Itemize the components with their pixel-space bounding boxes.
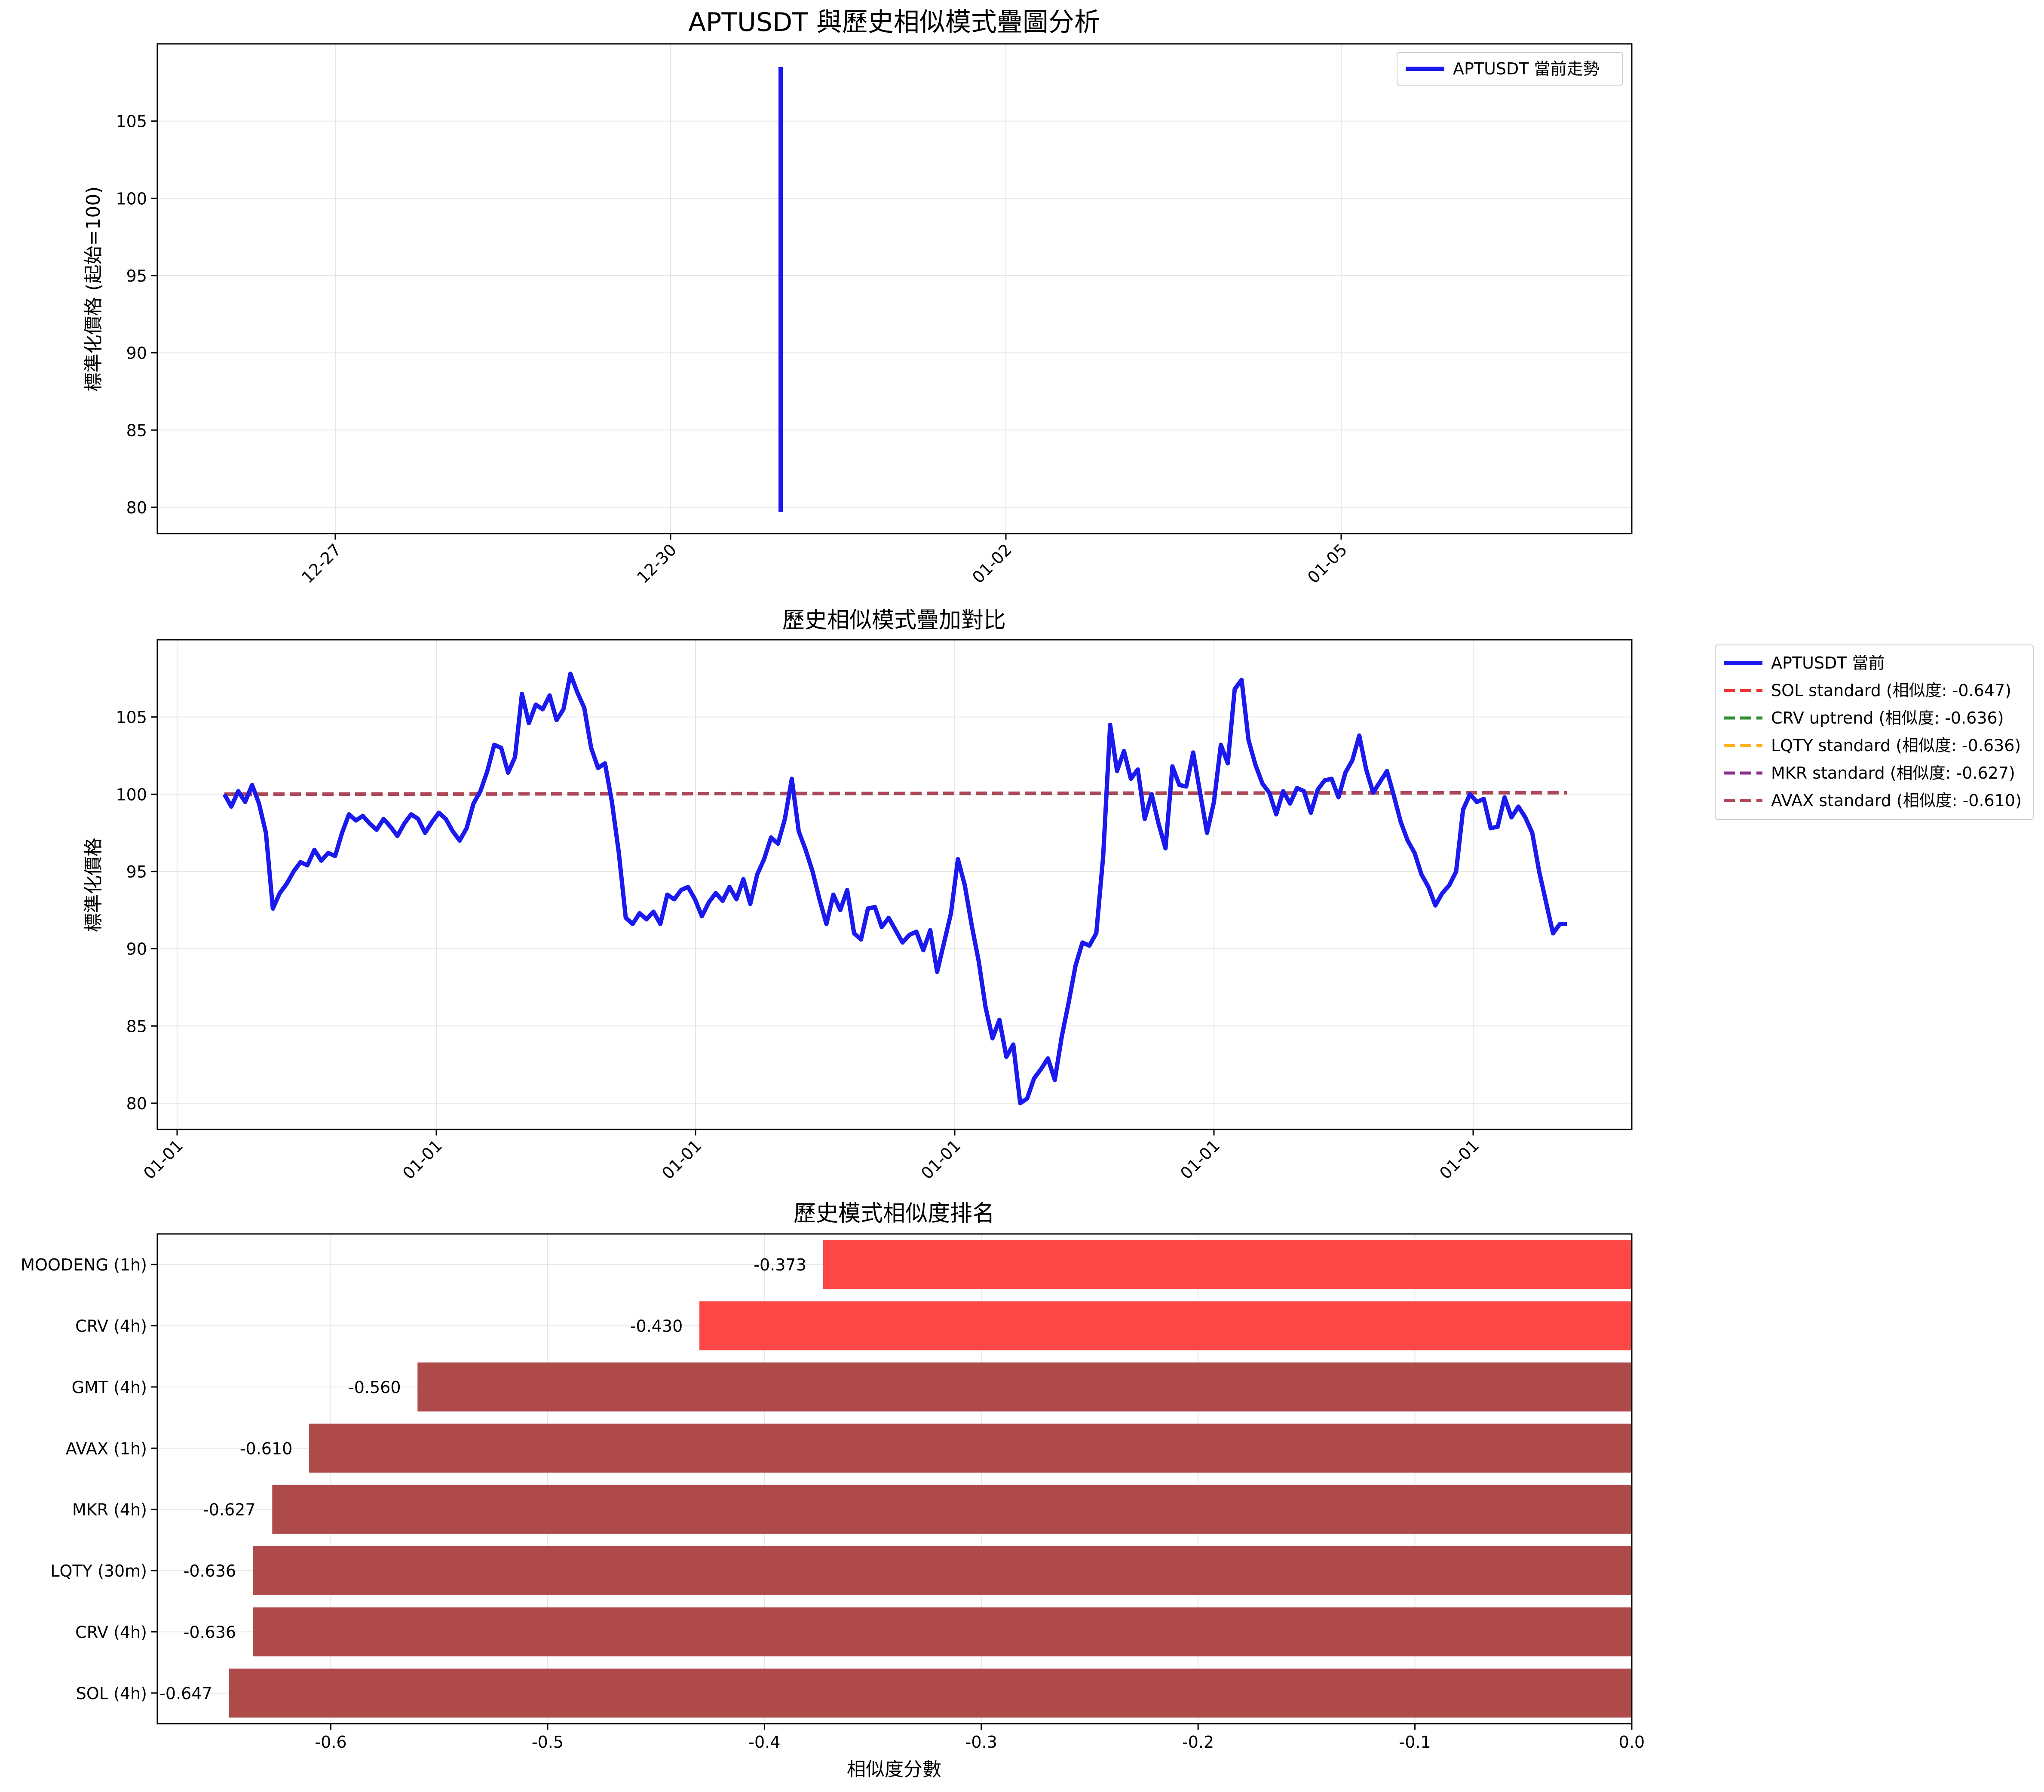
top-chart-y-tick-label: 80 — [126, 498, 147, 517]
top-chart-legend-box — [1397, 52, 1623, 86]
bottom-chart-bar-value-label: -0.636 — [184, 1623, 236, 1642]
middle-chart-legend-box — [1715, 644, 2034, 820]
bottom-chart-bar — [252, 1607, 1632, 1657]
middle-chart-y-tick-label: 80 — [126, 1094, 147, 1113]
top-chart: 12-27 12-30 01-02 01-05 80 85 90 95 100 105 標準化價格… — [83, 43, 1633, 587]
bottom-chart-x-tick-label: 0.0 — [1619, 1733, 1645, 1752]
middle-chart-x-tick-label: 01-01 — [1177, 1136, 1223, 1183]
bottom-chart-bar — [309, 1424, 1632, 1473]
bottom-chart-y-tick-label: MKR (4h) — [72, 1500, 147, 1519]
bottom-chart-bar — [699, 1301, 1632, 1350]
middle-chart-legend-label: APTUSDT 當前 — [1771, 654, 1885, 672]
top-chart-frame — [156, 43, 1633, 534]
middle-chart-legend: APTUSDT 當前 SOL standard (相似度: -0.647) CRV … — [1715, 644, 2034, 820]
middle-chart-x-tick-label: 01-01 — [917, 1136, 964, 1183]
bottom-chart: 歷史模式相似度排名 -0.373 -0.430 -0.560 -0.610 -0.627… — [21, 1201, 1645, 1780]
middle-chart-y-axis-label: 標準化價格 — [83, 838, 104, 932]
top-chart-x-tick-label: 12-27 — [298, 540, 345, 587]
bottom-chart-bar-value-label: -0.430 — [630, 1317, 683, 1336]
bottom-chart-x-tick-label: -0.1 — [1399, 1733, 1431, 1752]
bottom-chart-y-tick-label: AVAX (1h) — [66, 1439, 147, 1458]
middle-chart-y-tick-label: 90 — [126, 940, 147, 959]
middle-chart-series-line-5 — [224, 791, 1567, 796]
bottom-chart-bar — [823, 1240, 1632, 1289]
middle-chart: 歷史相似模式疊加對比 01-01 01-01 01-01 01-01 01-01 01-0… — [83, 608, 2034, 1183]
bottom-chart-bar-value-label: -0.627 — [203, 1500, 256, 1519]
bottom-chart-bar — [272, 1485, 1632, 1534]
top-chart-y-tick-label: 105 — [116, 112, 147, 131]
bottom-chart-x-tick-label: -0.2 — [1182, 1733, 1214, 1752]
bottom-chart-y-tick-label: CRV (4h) — [75, 1317, 147, 1336]
middle-chart-frame — [156, 639, 1633, 1130]
middle-chart-y-tick-label: 95 — [126, 862, 147, 881]
top-chart-x-tick-label: 01-05 — [1304, 540, 1351, 587]
top-chart-legend-label: APTUSDT 當前走勢 — [1453, 59, 1600, 78]
middle-chart-legend-label: AVAX standard (相似度: -0.610) — [1771, 791, 2022, 810]
middle-chart-legend-label: CRV uptrend (相似度: -0.636) — [1771, 709, 2004, 727]
bottom-chart-bar — [417, 1362, 1632, 1412]
top-chart-y-tick-label: 90 — [126, 344, 147, 363]
middle-chart-y-tick-label: 85 — [126, 1017, 147, 1036]
bottom-chart-y-tick-label: LQTY (30m) — [50, 1562, 147, 1580]
bottom-chart-bar-value-label: -0.560 — [348, 1378, 401, 1397]
middle-chart-y-tick-label: 100 — [116, 785, 147, 804]
bottom-chart-bar-value-label: -0.647 — [159, 1684, 212, 1703]
middle-chart-series-line-current — [222, 672, 1567, 1105]
bottom-chart-bar-value-label: -0.610 — [240, 1439, 293, 1458]
top-chart-y-axis-label: 標準化價格 (起始=100) — [83, 186, 104, 391]
top-chart-y-tick-label: 95 — [126, 267, 147, 285]
bottom-chart-y-tick-label: SOL (4h) — [76, 1684, 147, 1703]
bottom-chart-x-tick-label: -0.4 — [748, 1733, 780, 1752]
top-chart-x-tick-label: 01-02 — [968, 540, 1015, 587]
middle-chart-y-tick-label: 105 — [116, 708, 147, 727]
bottom-chart-x-tick-label: -0.3 — [965, 1733, 997, 1752]
bottom-chart-y-tick-label: MOODENG (1h) — [21, 1255, 147, 1274]
top-chart-y-tick-label: 100 — [116, 189, 147, 208]
middle-chart-legend-label: LQTY standard (相似度: -0.636) — [1771, 736, 2021, 755]
bottom-chart-x-tick-label: -0.6 — [315, 1733, 346, 1752]
bottom-chart-y-tick-label: CRV (4h) — [75, 1623, 147, 1642]
middle-chart-x-tick-label: 01-01 — [1436, 1136, 1483, 1183]
middle-chart-title: 歷史相似模式疊加對比 — [782, 608, 1006, 633]
figure-title: APTUSDT 與歷史相似模式疊圖分析 — [688, 7, 1100, 37]
middle-chart-legend-label: MKR standard (相似度: -0.627) — [1771, 764, 2015, 782]
top-chart-y-tick-label: 85 — [126, 421, 147, 440]
bottom-chart-bar-value-label: -0.373 — [754, 1255, 806, 1274]
middle-chart-legend-label: SOL standard (相似度: -0.647) — [1771, 681, 2011, 700]
bottom-chart-frame — [156, 1233, 1633, 1724]
middle-chart-x-tick-label: 01-01 — [399, 1136, 446, 1183]
bottom-chart-bar — [252, 1546, 1632, 1596]
bottom-chart-bar-value-label: -0.636 — [184, 1562, 236, 1580]
bottom-chart-title: 歷史模式相似度排名 — [794, 1201, 995, 1227]
bottom-chart-y-tick-label: GMT (4h) — [72, 1378, 147, 1397]
bottom-chart-bar — [229, 1668, 1632, 1718]
middle-chart-x-tick-label: 01-01 — [658, 1136, 705, 1183]
top-chart-legend: APTUSDT 當前走勢 — [1397, 52, 1623, 86]
bottom-chart-x-tick-label: -0.5 — [532, 1733, 564, 1752]
bottom-chart-x-axis-label: 相似度分數 — [847, 1758, 941, 1780]
middle-chart-x-tick-label: 01-01 — [140, 1136, 187, 1183]
top-chart-x-tick-label: 12-30 — [633, 540, 680, 587]
